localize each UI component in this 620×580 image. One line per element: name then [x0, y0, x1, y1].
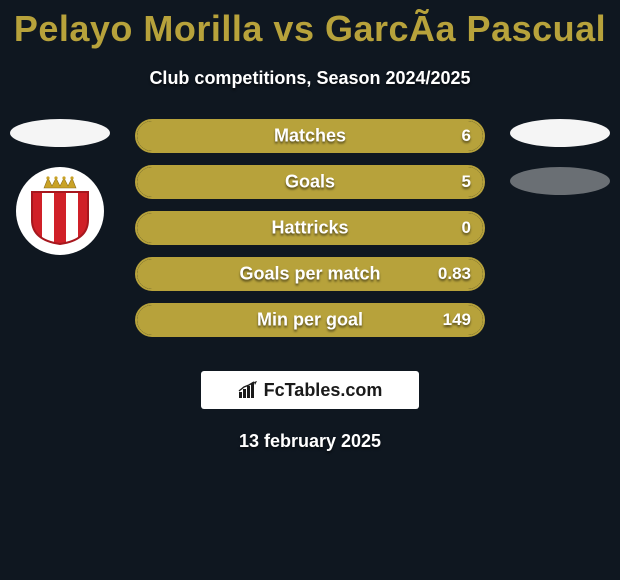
stat-bar: Hattricks 0 [135, 211, 485, 245]
left-player-ellipse [10, 119, 110, 147]
date-text: 13 february 2025 [0, 431, 620, 452]
stat-label: Goals [285, 172, 335, 193]
stats-area: Matches 6 Goals 5 Hattricks 0 Goals per match 0… [0, 119, 620, 349]
stat-label: Matches [274, 126, 346, 147]
stat-label: Min per goal [257, 310, 363, 331]
stat-value-right: 6 [462, 126, 471, 146]
right-player-ellipse-1 [510, 119, 610, 147]
stat-label: Goals per match [239, 264, 380, 285]
brand-box: FcTables.com [201, 371, 419, 409]
left-club-badge [16, 167, 104, 255]
stat-value-right: 0.83 [438, 264, 471, 284]
right-player-ellipse-2 [510, 167, 610, 195]
stat-rows: Matches 6 Goals 5 Hattricks 0 Goals per match 0… [135, 119, 485, 349]
stat-bar: Goals per match 0.83 [135, 257, 485, 291]
stat-value-right: 149 [443, 310, 471, 330]
stat-bar: Matches 6 [135, 119, 485, 153]
brand-chart-icon [238, 381, 260, 399]
crest-icon [30, 176, 90, 246]
page-title: Pelayo Morilla vs GarcÃ­a Pascual [0, 0, 620, 50]
stat-bar: Goals 5 [135, 165, 485, 199]
left-player-column [5, 119, 115, 255]
right-player-column [505, 119, 615, 215]
stat-bar: Min per goal 149 [135, 303, 485, 337]
stat-value-right: 5 [462, 172, 471, 192]
brand-text: FcTables.com [264, 380, 383, 401]
subtitle: Club competitions, Season 2024/2025 [0, 68, 620, 89]
stat-label: Hattricks [271, 218, 348, 239]
stat-value-right: 0 [462, 218, 471, 238]
